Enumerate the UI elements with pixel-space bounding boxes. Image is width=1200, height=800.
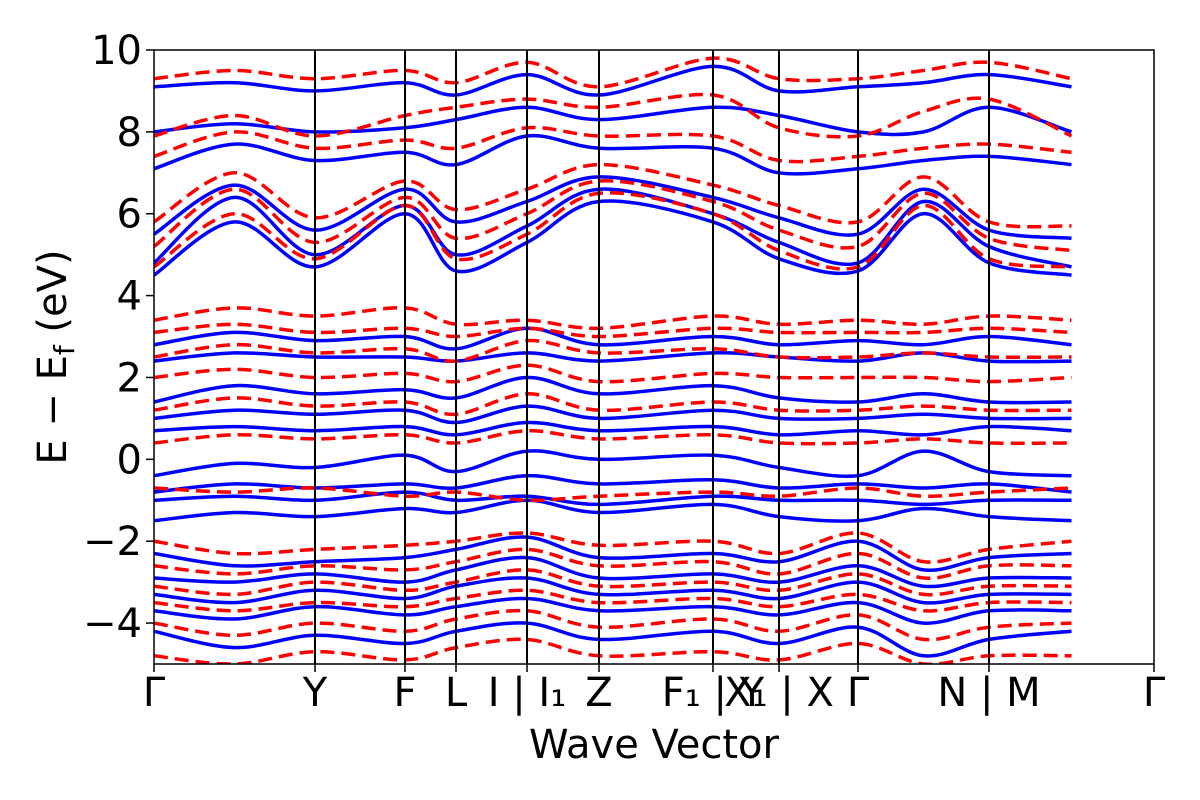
dashed-band-14 (154, 531, 1072, 564)
x-tick-label: Y (302, 670, 328, 716)
y-tick-label: 0 (117, 437, 142, 483)
y-tick-label: 6 (117, 192, 142, 238)
y-tick-label: 4 (117, 274, 142, 320)
plot-frame (153, 49, 1155, 665)
solid-band-14 (154, 490, 1072, 507)
dashed-band-13 (154, 486, 1072, 503)
solid-band-12 (154, 449, 1072, 478)
solid-band-6 (154, 64, 1072, 97)
x-axis-label: Wave Vector (529, 722, 780, 768)
x-tick-label: F (393, 670, 416, 716)
x-tick-label: L (445, 670, 468, 716)
y-tick-label: −4 (83, 601, 142, 647)
y-tick-label: −2 (83, 519, 142, 565)
solid-band-5 (154, 105, 1073, 137)
dashed-band-6 (154, 56, 1072, 89)
dashed-band-16 (154, 568, 1072, 597)
dashed-band-19 (154, 637, 1072, 664)
dashed-band-4 (154, 125, 1072, 164)
dashed-band-18 (154, 608, 1072, 642)
dashed-band-2 (154, 179, 1072, 253)
x-tick-label: F₁ | Y (662, 670, 765, 716)
y-axis-ticks: −4 −2 0 2 4 6 8 10 (83, 28, 154, 647)
solid-band-4 (154, 133, 1072, 176)
high-symmetry-lines (314, 50, 990, 664)
y-tick-label: 8 (117, 110, 142, 156)
bands-layer (154, 56, 1073, 664)
y-axis-label: E − Ef (eV) (30, 249, 81, 464)
y-tick-label: 10 (91, 28, 142, 74)
x-tick-label: N | M (937, 670, 1040, 716)
dashed-band-7 (154, 306, 1072, 331)
solid-band-1 (154, 199, 1072, 277)
x-tick-label: Z (585, 670, 612, 716)
y-tick-label: 2 (117, 355, 142, 401)
dashed-band-11 (154, 392, 1072, 417)
dashed-band-3 (154, 162, 1072, 229)
x-tick-label: Γ (847, 670, 870, 716)
x-tick-label: I | I₁ (488, 670, 567, 716)
solid-band-11 (154, 420, 1072, 437)
x-tick-label: Γ (143, 670, 166, 716)
x-tick-label: Γ (1143, 670, 1166, 716)
x-tick-label: X₁ | X (724, 670, 834, 716)
dashed-band-10 (154, 363, 1072, 384)
solid-band-18 (154, 576, 1072, 605)
